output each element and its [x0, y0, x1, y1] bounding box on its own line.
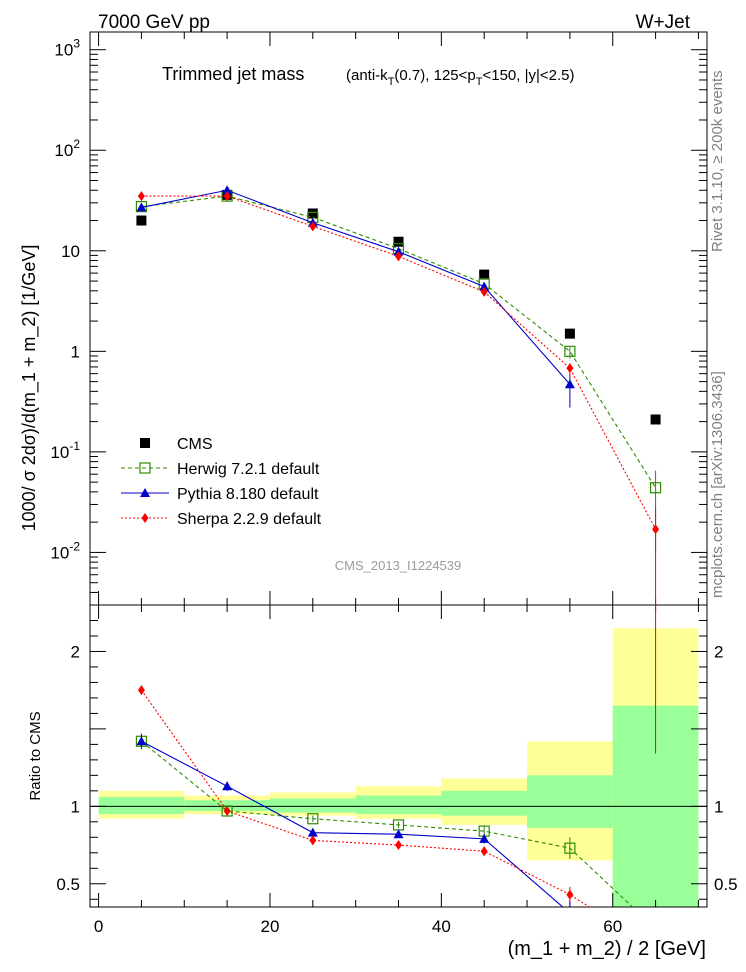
pythia-point [564, 379, 575, 389]
pythia-ratio-point [307, 827, 318, 837]
herwig-ratio-point [307, 813, 319, 825]
band-inner [441, 790, 528, 816]
sherpa-ratio-point [566, 889, 574, 900]
cms-data-point [393, 236, 404, 247]
cms-data-point [650, 414, 661, 425]
pythia-ratio-point [565, 908, 575, 917]
tick-labels: 0 20 40 60 10-2 10-1 1 10 102 103 0.5 0.5 1 1 2 2 [50, 37, 737, 936]
pythia-point [393, 246, 404, 256]
herwig-ratio-point [564, 842, 576, 854]
y-tick-label: 10-1 [50, 439, 80, 462]
y-tick-label: 10 [61, 242, 80, 261]
x-tick-label: 40 [432, 917, 451, 936]
axis-ticks [90, 32, 707, 907]
y-axis-label: 1000/ σ 2dσ)/d(m_1 + m_2) [1/GeV] [19, 245, 40, 532]
sherpa-ratio-point [137, 685, 145, 696]
ratio-tick-label: 1 [71, 797, 80, 816]
legend-herwig-marker [139, 462, 151, 474]
pythia-line [141, 189, 571, 385]
legend-cms-marker [140, 438, 150, 448]
x-tick-label: 60 [603, 917, 622, 936]
ratio-tick-label: 0.5 [714, 875, 738, 894]
pythia-point [136, 202, 147, 212]
plot-title: Trimmed jet mass [162, 64, 304, 84]
sherpa-point [395, 251, 402, 262]
pythia-ratio-point [136, 736, 147, 746]
ratio-tick-label: 2 [714, 642, 723, 661]
legend-pythia-label: Pythia 8.180 default [177, 486, 319, 503]
ratio-tick-label: 0.5 [56, 875, 80, 894]
herwig-point [564, 345, 576, 357]
plot-subtitle: (anti-kT(0.7), 125<pT<150, |y|<2.5) [346, 67, 575, 88]
pythia-point [479, 281, 490, 291]
ratio-axis-label: Ratio to CMS [27, 711, 44, 800]
pythia-ratio-point [393, 829, 404, 839]
legend-sherpa-label: Sherpa 2.2.9 default [177, 511, 322, 528]
sherpa-point [223, 191, 231, 202]
ratio-tick-label: 1 [714, 797, 723, 816]
cms-data-point [307, 208, 318, 219]
band-inner [527, 775, 613, 829]
herwig-ratio-point [651, 924, 661, 934]
cms-data-point [564, 328, 575, 339]
legend: CMS Herwig 7.2.1 default Pythia 8.180 defa… [121, 436, 322, 528]
cms-data-point [136, 215, 147, 226]
pythia-ratio-point [222, 781, 233, 791]
mcplots-label: mcplots.cern.ch [arXiv:1306.3436] [709, 371, 726, 598]
sherpa-point [309, 221, 317, 232]
herwig-point [649, 482, 662, 494]
legend-sherpa-marker [141, 513, 149, 523]
header-left: 7000 GeV pp [98, 12, 210, 33]
band-inner [98, 797, 185, 815]
sherpa-ratio-point [309, 835, 317, 846]
band-inner [269, 798, 356, 813]
sherpa-point [480, 286, 488, 297]
y-tick-label: 1 [71, 342, 80, 361]
band-inner [355, 795, 442, 815]
y-tick-label: 102 [54, 137, 80, 160]
main-marks [135, 185, 662, 754]
y-tick-label: 10-2 [50, 539, 80, 562]
legend-herwig-label: Herwig 7.2.1 default [177, 461, 320, 478]
x-axis-label: (m_1 + m_2) / 2 [GeV] [508, 938, 706, 960]
analysis-watermark: CMS_2013_I1224539 [335, 558, 462, 573]
y-tick-label: 103 [54, 37, 80, 60]
ratio-marks [135, 685, 661, 934]
sherpa-ratio-point [480, 846, 488, 857]
x-tick-label: 0 [94, 917, 103, 936]
data-marks [135, 185, 662, 934]
cms-data-point [479, 269, 490, 280]
header-right: W+Jet [636, 12, 691, 33]
sherpa-ratio-point [223, 805, 231, 816]
legend-pythia-marker [140, 488, 150, 497]
ratio-tick-label: 2 [71, 642, 80, 661]
pythia-ratio-point [479, 833, 490, 843]
sherpa-point [137, 191, 145, 202]
pythia-ratio-line [141, 740, 564, 907]
sherpa-ratio-point [395, 840, 402, 851]
legend-data-label: CMS [177, 436, 213, 453]
pythia-point [222, 185, 233, 195]
sherpa-point [566, 363, 574, 374]
ratio-uncertainty-bands [98, 628, 699, 907]
rivet-version-label: Rivet 3.1.10, ≥ 200k events [709, 70, 726, 252]
sherpa-point [652, 524, 660, 535]
x-tick-label: 20 [260, 917, 279, 936]
